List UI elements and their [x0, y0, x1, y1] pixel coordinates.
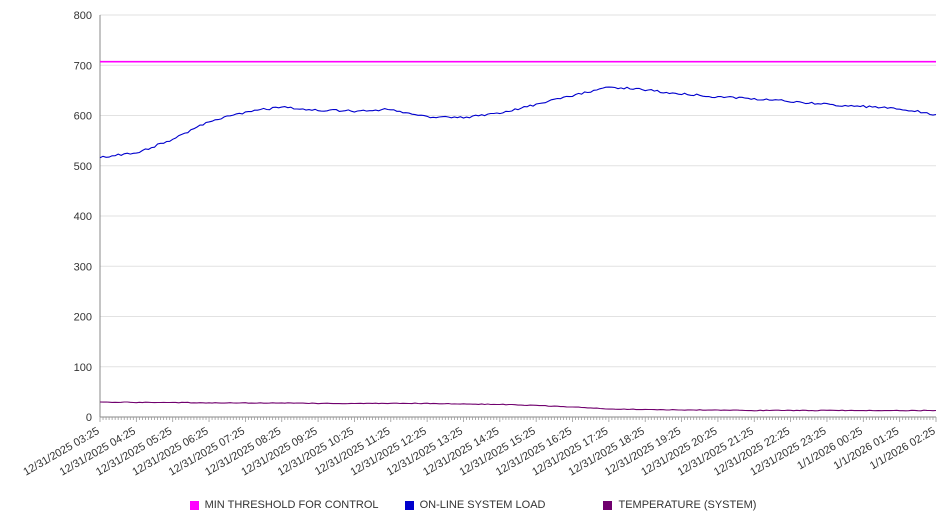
svg-text:100: 100 [74, 362, 92, 374]
legend-item-temperature-system[interactable]: TEMPERATURE (SYSTEM) [603, 499, 756, 511]
legend-label-temperature-system: TEMPERATURE (SYSTEM) [618, 499, 757, 511]
svg-text:0: 0 [86, 412, 92, 424]
legend-item-online-system-load[interactable]: ON-LINE SYSTEM LOAD [404, 499, 546, 511]
svg-text:600: 600 [74, 111, 92, 123]
legend-label-min-threshold: MIN THRESHOLD FOR CONTROL [204, 499, 379, 511]
svg-text:500: 500 [74, 161, 92, 173]
svg-text:700: 700 [74, 60, 92, 72]
legend-swatch-min-threshold-icon [189, 500, 199, 510]
chart-legend: MIN THRESHOLD FOR CONTROL ON-LINE SYSTEM… [0, 499, 946, 511]
svg-text:300: 300 [74, 261, 92, 273]
svg-text:800: 800 [74, 10, 92, 22]
legend-swatch-temperature-system-icon [603, 500, 613, 510]
legend-label-online-system-load: ON-LINE SYSTEM LOAD [419, 499, 546, 511]
svg-text:400: 400 [74, 211, 92, 223]
legend-swatch-online-system-load-icon [404, 500, 414, 510]
legend-item-min-threshold[interactable]: MIN THRESHOLD FOR CONTROL [189, 499, 379, 511]
svg-text:200: 200 [74, 312, 92, 324]
